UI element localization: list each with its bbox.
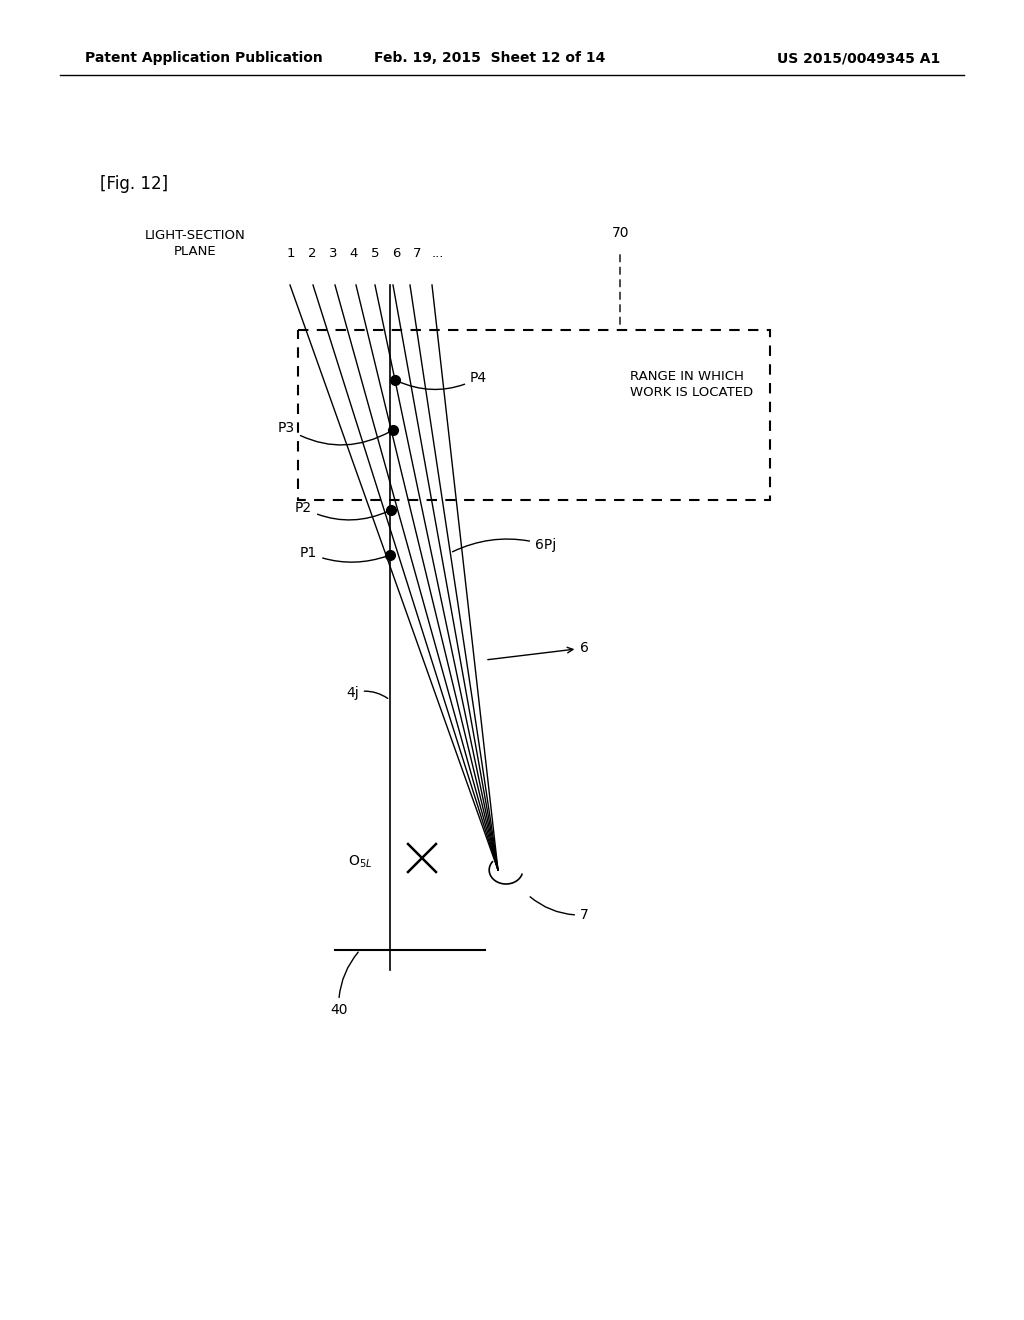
Text: 2: 2 (308, 247, 316, 260)
Text: ...: ... (432, 247, 444, 260)
Text: P3: P3 (278, 421, 390, 445)
Text: O$_{5L}$: O$_{5L}$ (348, 854, 372, 870)
Text: 7: 7 (413, 247, 421, 260)
Text: Feb. 19, 2015  Sheet 12 of 14: Feb. 19, 2015 Sheet 12 of 14 (375, 51, 605, 65)
Text: P4: P4 (397, 371, 487, 389)
Text: 70: 70 (612, 226, 630, 240)
Text: 7: 7 (530, 896, 589, 921)
Text: 6: 6 (392, 247, 400, 260)
Text: Patent Application Publication: Patent Application Publication (85, 51, 323, 65)
Text: LIGHT-SECTION
PLANE: LIGHT-SECTION PLANE (144, 228, 246, 257)
Text: P1: P1 (300, 546, 387, 562)
Text: P2: P2 (295, 502, 388, 520)
Text: [Fig. 12]: [Fig. 12] (100, 176, 168, 193)
Text: 4: 4 (350, 247, 358, 260)
Text: 5: 5 (371, 247, 379, 260)
Text: 6: 6 (487, 642, 589, 660)
Bar (298, 330, 770, 500)
Text: US 2015/0049345 A1: US 2015/0049345 A1 (777, 51, 940, 65)
Text: 3: 3 (329, 247, 337, 260)
Text: 4j: 4j (346, 686, 388, 700)
Text: RANGE IN WHICH
WORK IS LOCATED: RANGE IN WHICH WORK IS LOCATED (630, 370, 753, 399)
Text: 1: 1 (287, 247, 295, 260)
Text: 6Pj: 6Pj (453, 539, 556, 552)
Text: 40: 40 (330, 952, 358, 1016)
